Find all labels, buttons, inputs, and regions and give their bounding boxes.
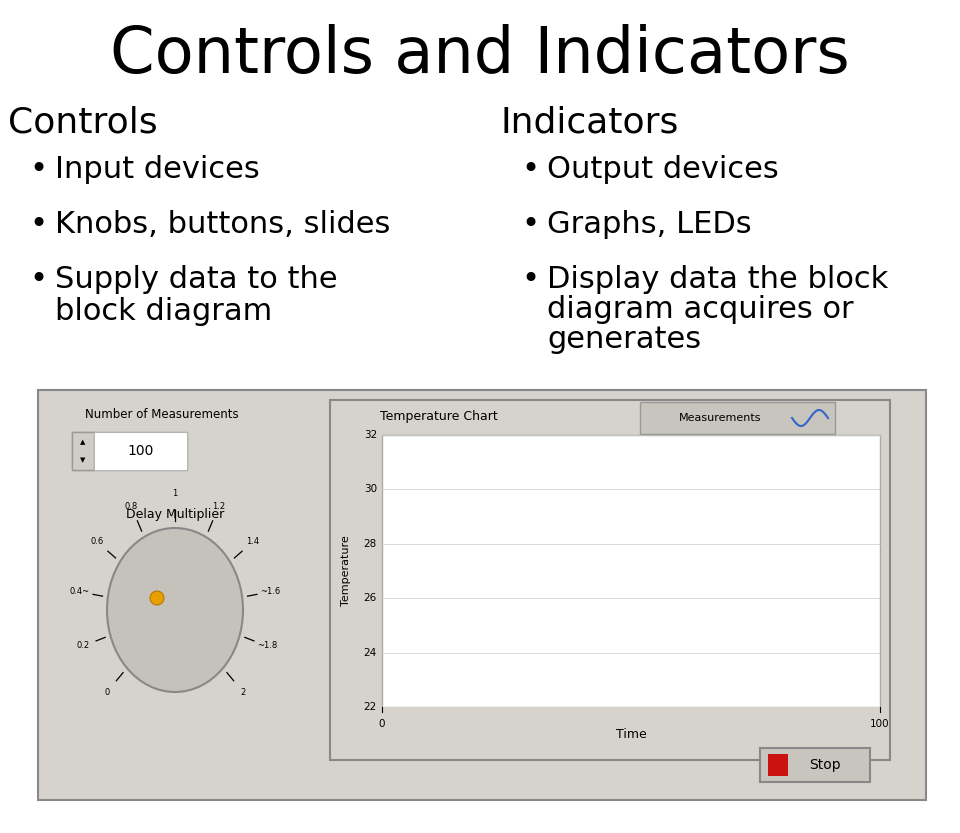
Text: Temperature: Temperature (341, 536, 351, 606)
Text: 24: 24 (364, 647, 377, 657)
Text: Indicators: Indicators (500, 105, 679, 139)
Text: •: • (29, 210, 47, 239)
Text: Number of Measurements: Number of Measurements (85, 408, 239, 421)
Text: •: • (521, 155, 540, 184)
FancyBboxPatch shape (72, 432, 187, 470)
Text: Controls and Indicators: Controls and Indicators (110, 24, 850, 86)
Text: 26: 26 (364, 593, 377, 603)
FancyBboxPatch shape (640, 402, 835, 434)
Text: 28: 28 (364, 539, 377, 549)
Text: Display data the block: Display data the block (547, 265, 888, 294)
Text: •: • (521, 210, 540, 239)
Text: Time: Time (615, 728, 646, 741)
Text: 32: 32 (364, 430, 377, 440)
Text: diagram acquires or: diagram acquires or (547, 295, 853, 324)
FancyBboxPatch shape (768, 754, 788, 776)
Text: •: • (29, 155, 47, 184)
Text: 0.6: 0.6 (90, 537, 104, 546)
FancyBboxPatch shape (72, 432, 94, 470)
FancyBboxPatch shape (382, 435, 880, 707)
Text: block diagram: block diagram (55, 297, 273, 326)
Text: Output devices: Output devices (547, 155, 779, 184)
Text: Controls: Controls (8, 105, 157, 139)
Text: 0: 0 (104, 688, 109, 697)
Text: Supply data to the: Supply data to the (55, 265, 338, 294)
Text: 100: 100 (870, 719, 890, 729)
Text: 1.4: 1.4 (247, 537, 260, 546)
Text: 30: 30 (364, 485, 377, 495)
Text: Graphs, LEDs: Graphs, LEDs (547, 210, 752, 239)
FancyBboxPatch shape (38, 390, 926, 800)
FancyBboxPatch shape (94, 432, 187, 470)
Text: 22: 22 (364, 702, 377, 712)
Text: 0: 0 (379, 719, 385, 729)
Text: ▲: ▲ (81, 439, 85, 446)
Circle shape (150, 591, 164, 605)
Text: ▼: ▼ (81, 456, 85, 463)
Text: 1.2: 1.2 (212, 501, 226, 511)
Text: Delay Multiplier: Delay Multiplier (126, 508, 224, 521)
Text: 0.8: 0.8 (125, 501, 138, 511)
Text: 0.2: 0.2 (77, 641, 89, 651)
Ellipse shape (107, 528, 243, 692)
Text: 2: 2 (241, 688, 246, 697)
Text: 1: 1 (173, 489, 178, 498)
Text: ~1.8: ~1.8 (256, 641, 276, 651)
Text: Stop: Stop (809, 758, 841, 772)
Text: 100: 100 (128, 444, 154, 458)
Text: Measurements: Measurements (679, 413, 761, 423)
Text: •: • (29, 265, 47, 294)
FancyBboxPatch shape (330, 400, 890, 760)
Text: generates: generates (547, 325, 701, 354)
FancyBboxPatch shape (760, 748, 870, 782)
Text: Input devices: Input devices (55, 155, 260, 184)
FancyBboxPatch shape (382, 707, 880, 745)
Text: 0.4~: 0.4~ (69, 587, 89, 596)
Text: •: • (521, 265, 540, 294)
Text: Knobs, buttons, slides: Knobs, buttons, slides (55, 210, 391, 239)
Text: ~1.6: ~1.6 (260, 587, 280, 596)
Text: Temperature Chart: Temperature Chart (380, 410, 497, 423)
